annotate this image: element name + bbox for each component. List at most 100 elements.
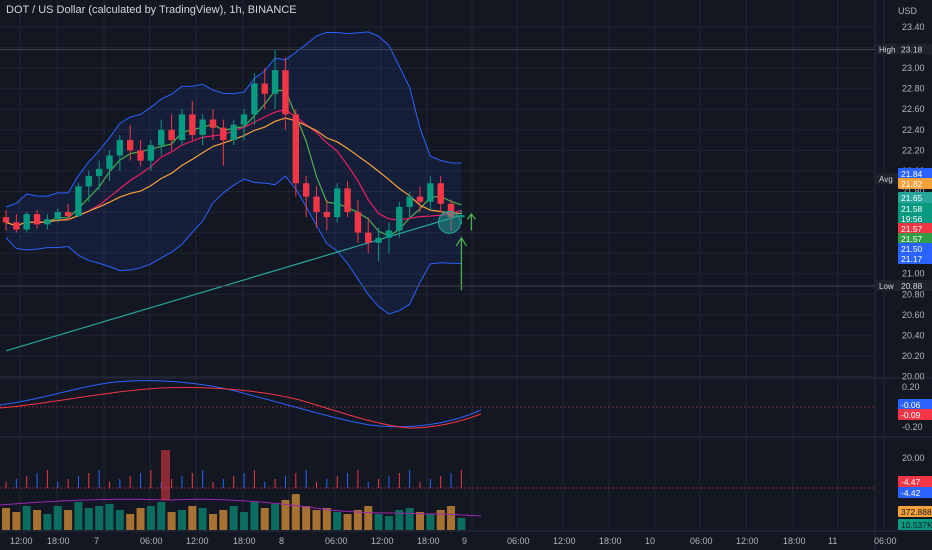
grid-lines <box>0 0 885 530</box>
avg-label: Avg <box>879 175 893 184</box>
time-tick: 9 <box>462 536 467 546</box>
volume-bar <box>405 508 414 530</box>
price-tick: 23.00 <box>902 63 925 73</box>
volume-bar <box>188 506 197 530</box>
price-tag: 21.65 <box>901 193 923 203</box>
volume-bar <box>157 502 166 530</box>
volume-bar <box>209 514 217 530</box>
price-tick: 22.80 <box>902 84 925 94</box>
price-tick: 20.40 <box>902 330 925 340</box>
candle-body <box>85 176 92 187</box>
candle-body <box>240 114 248 125</box>
price-tag: 21.58 <box>901 204 923 214</box>
price-tag-bg <box>898 253 932 264</box>
volume-bar <box>43 514 52 530</box>
low-label: Low <box>879 282 894 291</box>
volume-bar <box>167 512 176 530</box>
candle-body <box>302 183 310 197</box>
volume-bar <box>115 510 124 530</box>
volume-bar <box>447 506 456 530</box>
volume-bar <box>84 508 93 530</box>
avg-label-bg <box>876 173 898 185</box>
candle-body <box>344 188 351 213</box>
candle-body <box>282 70 289 115</box>
price-tick: 23.40 <box>902 22 925 32</box>
price-tag-bg <box>898 168 932 179</box>
volume-bar <box>271 504 280 530</box>
volume-bar <box>198 508 207 530</box>
volume-bar <box>353 510 362 530</box>
volume-bar <box>22 506 31 530</box>
price-tag: 19:56 <box>901 214 923 224</box>
candle-body <box>106 155 113 169</box>
candle-body <box>44 219 51 225</box>
volume-bar <box>364 506 373 530</box>
candle-body <box>54 212 61 220</box>
candle-body <box>416 196 424 202</box>
volume-bar <box>322 508 331 530</box>
candle-body <box>385 230 393 238</box>
candle-body <box>427 183 434 202</box>
candle-body <box>178 114 186 141</box>
time-tick: 18:00 <box>783 536 806 546</box>
time-tick: 18:00 <box>47 536 70 546</box>
volume-tag: 372.888K <box>901 507 932 517</box>
volume-bar <box>374 514 383 530</box>
time-tick: 12:00 <box>553 536 576 546</box>
price-tick: 22.40 <box>902 125 925 135</box>
price-tick: 22.60 <box>902 104 925 114</box>
volume-bar <box>219 510 228 530</box>
candle-body <box>95 168 103 177</box>
time-tick: 06:00 <box>507 536 530 546</box>
volume-tag: -4.42 <box>901 488 921 498</box>
symbol-title: DOT / US Dollar (calculated by TradingVi… <box>6 4 297 16</box>
ma-teal-line <box>5 214 462 352</box>
price-tag: 21.50 <box>901 244 923 254</box>
candle-body <box>127 140 134 151</box>
volume-bar <box>416 512 424 530</box>
high-label-bg <box>876 43 898 55</box>
candle-body <box>137 150 144 161</box>
time-tick: 18:00 <box>233 536 256 546</box>
volume-bar <box>426 514 435 530</box>
price-tag: 21.84 <box>901 169 923 179</box>
time-tick: 8 <box>279 536 284 546</box>
bollinger-lower-line <box>5 175 462 315</box>
time-tick: 06:00 <box>325 536 348 546</box>
volume-tick: 20.00 <box>902 453 925 463</box>
candle-body <box>458 215 465 218</box>
volume-bar <box>384 516 393 530</box>
volume-tag-bg <box>898 476 932 487</box>
price-tag-bg <box>898 192 932 203</box>
time-tick: 12:00 <box>10 536 33 546</box>
time-tick: 11 <box>828 536 837 546</box>
time-tick: 06:00 <box>140 536 163 546</box>
volume-tag-bg <box>898 487 932 498</box>
price-tick: 20.00 <box>902 372 925 382</box>
price-tag: 21.57 <box>901 224 923 234</box>
volume-bar <box>250 502 259 530</box>
price-tag-bg <box>898 178 932 189</box>
volume-bar <box>2 508 10 530</box>
bollinger-upper-line <box>5 31 462 208</box>
time-tick: 06:00 <box>690 536 713 546</box>
candle-body <box>168 129 175 141</box>
volume-bar <box>240 512 249 530</box>
time-tick: 7 <box>94 536 99 546</box>
volume-bar <box>260 508 269 530</box>
high-value: 23.18 <box>901 45 923 55</box>
volume-spike-bar <box>161 450 170 500</box>
candle-body <box>292 114 299 184</box>
volume-bar <box>302 506 311 530</box>
time-tick: 18:00 <box>417 536 440 546</box>
currency-label: USD <box>898 6 918 16</box>
candle-body <box>116 140 124 156</box>
price-tick: 21.80 <box>902 186 925 196</box>
volume-bar <box>53 506 62 530</box>
price-tick: 22.20 <box>902 145 925 155</box>
candles <box>2 49 465 262</box>
volume-bars <box>2 470 466 530</box>
price-tag-bg <box>898 243 932 254</box>
candle-body <box>23 214 30 230</box>
